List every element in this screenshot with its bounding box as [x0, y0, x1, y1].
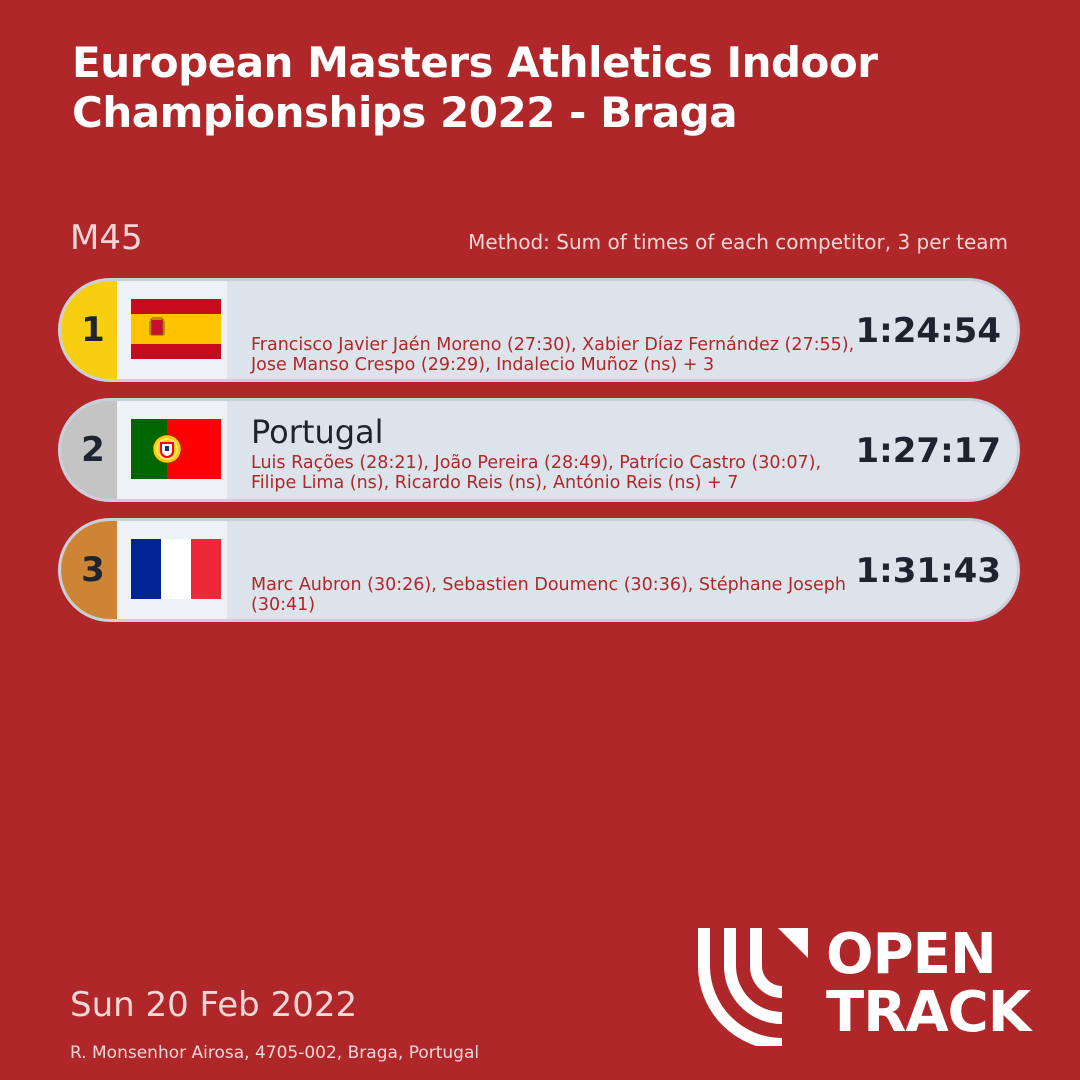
- event-date: Sun 20 Feb 2022: [70, 985, 358, 1025]
- rank-badge-silver: 2: [61, 401, 117, 499]
- opentrack-logo: OPEN TRACK: [694, 926, 1044, 1046]
- team-name: Portugal: [251, 413, 384, 451]
- flag-container: [117, 401, 227, 499]
- method-note: Method: Sum of times of each competitor,…: [468, 230, 1008, 254]
- france-flag-icon: [131, 539, 221, 599]
- rank-badge-gold: 1: [61, 281, 117, 379]
- flag-container: [117, 521, 227, 619]
- spain-flag-icon: [131, 299, 221, 359]
- event-address: R. Monsenhor Airosa, 4705-002, Braga, Po…: [70, 1043, 480, 1063]
- rank-number: 2: [81, 430, 105, 470]
- athlete-list: Francisco Javier Jaén Moreno (27:30), Xa…: [251, 335, 855, 375]
- portugal-flag-icon: [131, 419, 221, 479]
- rank-badge-bronze: 3: [61, 521, 117, 619]
- logo-line-2: TRACK: [826, 980, 1031, 1045]
- rank-number: 1: [81, 310, 105, 350]
- flag-container: [117, 281, 227, 379]
- rank-number: 3: [81, 550, 105, 590]
- category-label: M45: [70, 218, 143, 258]
- result-row-2: 2 Portugal Luis Rações (28:21), João Per…: [58, 398, 1020, 502]
- track-lanes-icon: [698, 928, 808, 1046]
- result-row-3: 3 Marc Aubron (30:26), Sebastien Doumenc…: [58, 518, 1020, 622]
- team-time: 1:31:43: [855, 551, 1001, 591]
- result-row-1: 1 Francisco Javier Jaén Moreno (27:30), …: [58, 278, 1020, 382]
- athlete-list: Marc Aubron (30:26), Sebastien Doumenc (…: [251, 575, 846, 615]
- page-title: European Masters Athletics Indoor Champi…: [72, 38, 878, 137]
- team-time: 1:27:17: [855, 431, 1001, 471]
- logo-line-1: OPEN: [826, 922, 997, 987]
- athlete-list: Luis Rações (28:21), João Pereira (28:49…: [251, 453, 822, 493]
- logo-text: OPEN TRACK: [826, 922, 1031, 1045]
- team-time: 1:24:54: [855, 311, 1001, 351]
